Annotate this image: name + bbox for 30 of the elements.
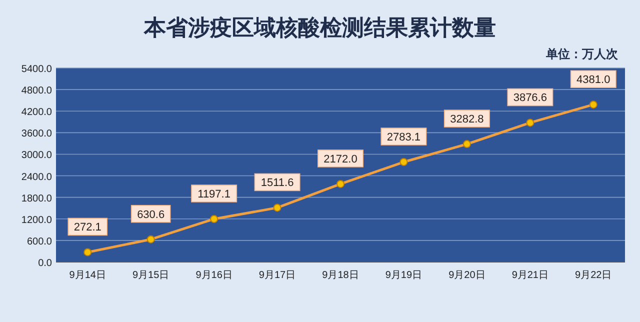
x-tick-label: 9月20日 xyxy=(448,270,486,281)
data-label: 3282.8 xyxy=(450,114,484,126)
data-label: 272.1 xyxy=(74,222,102,234)
x-tick-label: 9月16日 xyxy=(196,270,232,281)
y-tick-label: 4800.0 xyxy=(21,86,52,97)
data-label: 630.6 xyxy=(137,208,165,221)
x-tick-label: 9月18日 xyxy=(322,270,359,281)
x-tick-label: 9月22日 xyxy=(575,270,612,281)
x-tick-label: 9月21日 xyxy=(512,270,549,281)
chart-subtitle: 单位：万人次 xyxy=(545,47,619,61)
y-tick-label: 5400.0 xyxy=(21,64,52,75)
y-tick-label: 3600.0 xyxy=(21,128,52,140)
data-label: 4381.0 xyxy=(576,74,610,86)
y-tick-label: 4200.0 xyxy=(21,107,52,118)
y-tick-label: 2400.0 xyxy=(21,172,52,183)
x-tick-label: 9月19日 xyxy=(385,270,422,281)
data-label: 1197.1 xyxy=(198,188,230,200)
chart-title: 本省涉疫区域核酸检测结果累计数量 xyxy=(143,15,496,40)
data-label: 2172.0 xyxy=(324,153,358,166)
data-label: 2783.1 xyxy=(386,132,421,144)
x-tick-label: 9月14日 xyxy=(69,270,106,281)
y-tick-label: 0.0 xyxy=(38,258,52,269)
y-tick-label: 3000.0 xyxy=(21,150,52,162)
y-tick-label: 1200.0 xyxy=(21,214,52,226)
y-tick-label: 600.0 xyxy=(26,236,52,248)
x-tick-label: 9月15日 xyxy=(132,270,170,281)
data-label: 3876.6 xyxy=(513,92,547,104)
y-tick-label: 1800.0 xyxy=(21,193,52,204)
x-tick-label: 9月17日 xyxy=(258,270,296,281)
data-label: 1511.6 xyxy=(260,177,294,190)
